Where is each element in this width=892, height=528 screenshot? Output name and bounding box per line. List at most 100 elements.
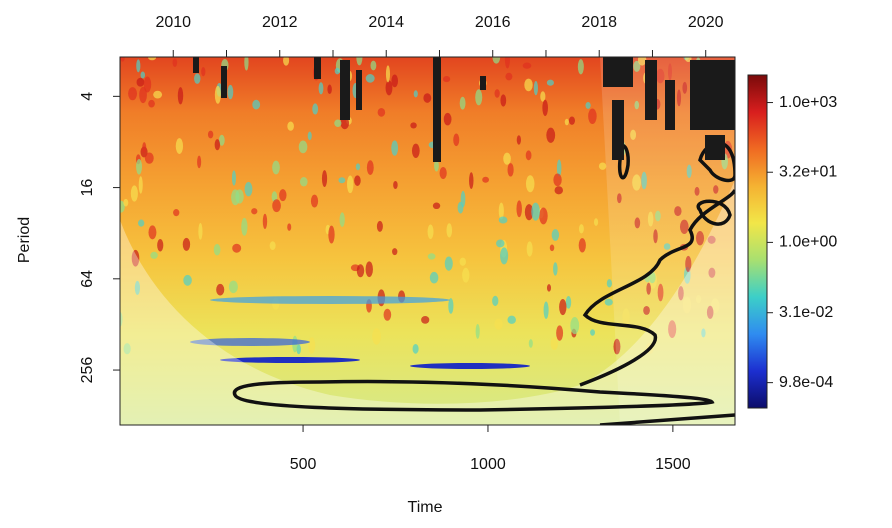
- texture-spot: [554, 186, 563, 195]
- texture-spot: [354, 175, 361, 186]
- x-axis-label: Time: [408, 499, 443, 516]
- texture-spot: [370, 60, 377, 71]
- texture-spot: [175, 138, 184, 155]
- texture-spot: [546, 284, 552, 292]
- texture-spot: [391, 74, 399, 88]
- texture-spot: [657, 283, 664, 302]
- texture-spot: [643, 306, 650, 315]
- texture-spot: [604, 298, 613, 306]
- texture-spot: [411, 143, 420, 158]
- texture-spot: [429, 271, 439, 284]
- texture-spot: [494, 318, 503, 330]
- texture-spot: [393, 180, 398, 190]
- cone-of-influence: [120, 57, 735, 425]
- texture-spot: [630, 129, 637, 141]
- texture-spot: [142, 142, 147, 153]
- texture-spot: [556, 325, 564, 341]
- texture-spot: [421, 316, 430, 324]
- texture-spot: [533, 80, 538, 96]
- colorbar-tick-label: 3.2e+01: [779, 163, 837, 180]
- texture-spot: [578, 224, 584, 234]
- texture-spot: [701, 328, 706, 338]
- texture-spot: [392, 248, 398, 256]
- texture-spot: [492, 295, 499, 307]
- texture-spot: [172, 58, 178, 67]
- texture-spot: [443, 112, 452, 126]
- texture-spot: [334, 119, 342, 128]
- texture-spot: [559, 298, 567, 316]
- texture-spot: [565, 295, 572, 309]
- plot-frame: [119, 56, 736, 426]
- colorbar-tick-label: 1.0e+03: [779, 94, 837, 111]
- texture-spot: [231, 170, 237, 186]
- texture-spot: [524, 78, 533, 92]
- texture-spot: [136, 77, 145, 87]
- heatmap-fill: [120, 57, 735, 425]
- texture-spot: [153, 90, 163, 99]
- texture-spot: [570, 317, 580, 335]
- texture-spot: [207, 130, 214, 139]
- texture-spot: [283, 57, 290, 66]
- texture-spot: [442, 75, 451, 83]
- texture-spot: [131, 249, 140, 267]
- texture-spot: [503, 152, 511, 165]
- texture-spot: [177, 87, 184, 105]
- texture-spot: [138, 219, 145, 227]
- texture-spot: [287, 223, 292, 231]
- texture-spot: [377, 107, 386, 117]
- texture-spot: [183, 274, 192, 286]
- texture-spot: [252, 99, 261, 110]
- cone-of-influence: [600, 57, 735, 425]
- texture-spot: [564, 118, 569, 126]
- texture-spot: [139, 86, 147, 104]
- texture-spot: [328, 225, 335, 244]
- texture-spot: [385, 80, 393, 96]
- texture-spot: [546, 127, 556, 143]
- texture-spot: [453, 133, 460, 147]
- texture-spot: [413, 90, 418, 98]
- texture-spot: [120, 311, 123, 327]
- texture-spot: [214, 85, 221, 104]
- texture-spot: [148, 225, 157, 240]
- texture-spot: [120, 57, 125, 62]
- texture-spot: [269, 241, 276, 251]
- texture-spot: [366, 160, 374, 175]
- texture-spot: [173, 209, 180, 217]
- texture-spot: [287, 121, 294, 131]
- texture-spot: [500, 247, 509, 265]
- texture-spot: [123, 198, 129, 207]
- texture-spot: [299, 177, 308, 187]
- texture-spot: [634, 217, 641, 229]
- texture-spot: [346, 175, 354, 194]
- texture-spot: [198, 223, 203, 240]
- texture-spot: [244, 181, 253, 197]
- texture-spot: [136, 159, 143, 175]
- texture-spot: [551, 229, 560, 241]
- texture-spot: [641, 171, 647, 190]
- y-tick-label: 16: [79, 179, 96, 197]
- x-tick-label: 1000: [470, 456, 506, 473]
- texture-spot: [676, 89, 682, 107]
- texture-spot: [434, 159, 439, 172]
- texture-spot: [194, 73, 201, 84]
- texture-spot: [232, 243, 242, 253]
- texture-spot: [531, 202, 540, 221]
- texture-spot: [507, 315, 516, 324]
- texture-spot: [540, 91, 546, 102]
- texture-spot: [685, 255, 692, 273]
- texture-spot: [197, 155, 202, 169]
- texture-spot: [272, 199, 281, 213]
- texture-spot: [138, 176, 143, 194]
- texture-spot: [475, 89, 483, 106]
- texture-spot: [128, 87, 138, 101]
- texture-spot: [227, 84, 234, 100]
- texture-spot: [663, 243, 671, 250]
- texture-spot: [648, 271, 656, 284]
- texture-spot: [674, 206, 682, 217]
- texture-spot: [262, 213, 268, 230]
- texture-spot: [616, 193, 622, 204]
- texture-spot: [713, 185, 719, 194]
- texture-spot: [682, 81, 688, 94]
- texture-spot: [655, 210, 661, 222]
- texture-spot: [391, 140, 399, 156]
